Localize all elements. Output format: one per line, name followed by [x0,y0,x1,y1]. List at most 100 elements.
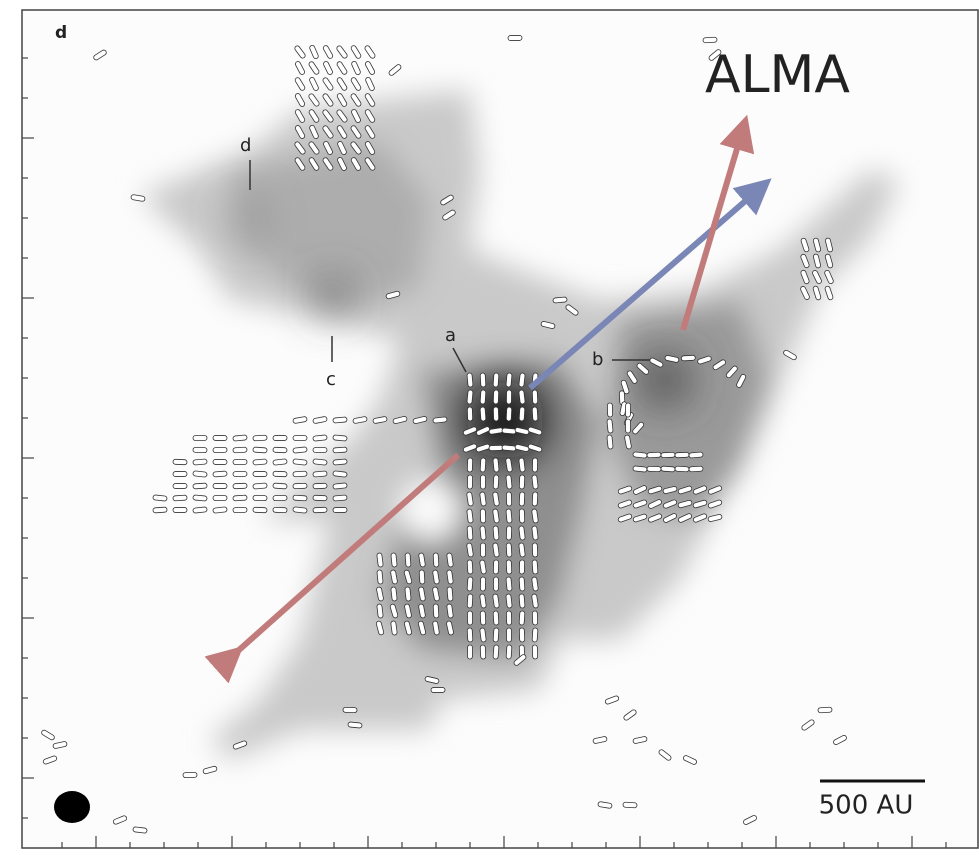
vector [532,390,538,404]
vector [273,459,287,466]
vector [333,483,347,489]
vector [493,407,498,421]
vector [532,611,537,625]
vector [502,445,516,451]
vector [532,560,538,574]
vector [532,628,538,642]
vector [183,772,197,777]
vector [623,802,637,808]
vector [433,553,439,567]
vector [519,560,524,574]
vector [480,645,486,659]
vector [233,471,247,476]
vector [532,492,538,506]
vector [467,577,473,591]
core-label: c [326,369,336,390]
vector [467,645,472,659]
vector [467,611,472,625]
vector [293,495,307,501]
vector [607,435,613,449]
vector [173,459,187,465]
vector [293,483,307,489]
vector [467,526,473,540]
vector [333,417,347,423]
vector [193,471,207,478]
vector [173,495,187,501]
vector [273,435,287,440]
vector [625,419,630,433]
vector [625,403,630,417]
vector [391,587,398,601]
vector [273,495,287,500]
vector [467,560,473,574]
core-label: d [240,135,251,156]
vector [333,495,347,501]
vector [153,495,167,501]
vector [480,458,486,472]
vector [506,526,512,540]
vector [431,687,445,692]
vector [233,495,247,501]
vector [213,435,227,440]
vector [193,495,207,501]
vector [173,471,187,476]
vector [213,447,227,452]
vector [213,459,227,464]
vector [675,466,689,472]
vector [333,507,347,512]
vector [377,570,383,584]
vector [313,435,327,441]
vector [193,459,207,465]
vector [333,435,347,441]
vector [689,466,703,472]
vector [493,390,498,404]
vector [661,466,675,472]
vector [661,452,675,458]
vector [273,447,287,453]
vector [173,483,187,488]
vector [213,495,227,500]
vector [467,407,472,421]
vector [253,435,267,441]
vector [193,435,207,440]
core-label: a [445,325,456,346]
vector [493,611,499,625]
vector [519,373,526,387]
vector [233,447,247,453]
vector [506,509,512,523]
vector [502,428,516,434]
vector [233,483,247,489]
scale-bar-label: 500 AU [819,791,914,821]
vector [313,459,327,466]
vector [532,475,539,489]
vector [467,458,473,472]
vector [506,628,511,642]
vector [519,594,525,608]
vector [213,471,227,477]
vector [193,483,207,489]
vector [532,526,539,540]
vector [508,35,522,40]
vector [480,543,485,557]
vector [506,373,512,387]
vector [647,452,661,458]
vector [493,373,499,387]
vector [273,507,287,512]
vector [467,373,473,387]
vector [480,526,486,540]
vector [173,507,187,512]
vector [519,628,524,642]
vector [480,509,486,523]
vector [419,570,425,584]
vector [519,475,525,489]
vector [467,628,473,642]
vector [532,543,538,557]
vector [253,459,267,465]
figure: d ALMA a b c d 500 AU [0,0,979,855]
vector [293,471,307,477]
vector [313,447,327,452]
vector [689,452,703,458]
vector [506,390,511,404]
vector [313,471,327,477]
vector [480,390,486,404]
